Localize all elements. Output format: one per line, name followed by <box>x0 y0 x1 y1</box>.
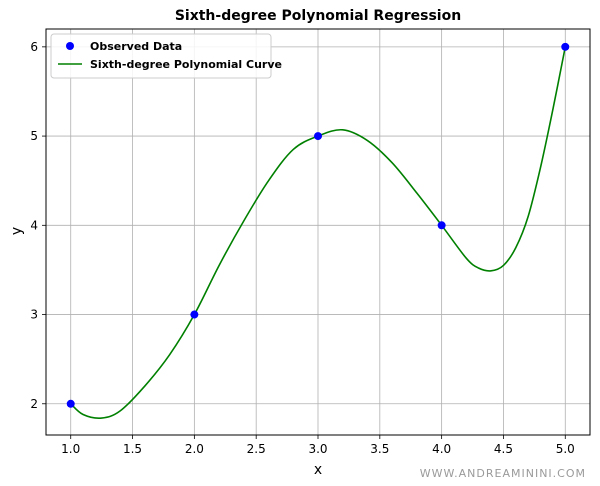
observed-data-point <box>190 311 198 319</box>
y-tick-label: 4 <box>30 218 38 232</box>
x-tick-label: 3.0 <box>308 442 327 456</box>
x-axis-label: x <box>314 462 322 478</box>
observed-data-point <box>314 132 322 140</box>
x-tick-label: 3.5 <box>370 442 389 456</box>
x-tick-label: 1.0 <box>61 442 80 456</box>
legend: Observed Data Sixth-degree Polynomial Cu… <box>51 34 282 78</box>
x-axis-ticks: 1.0 1.5 2.0 2.5 3.0 3.5 4.0 4.5 5.0 <box>61 435 575 456</box>
y-axis-ticks: 2 3 4 5 6 <box>30 40 46 411</box>
chart-title: Sixth-degree Polynomial Regression <box>175 8 461 24</box>
y-tick-label: 6 <box>30 40 38 54</box>
observed-data-point <box>67 400 75 408</box>
x-tick-label: 5.0 <box>556 442 575 456</box>
grid <box>46 29 590 435</box>
x-tick-label: 2.5 <box>247 442 266 456</box>
legend-label-curve: Sixth-degree Polynomial Curve <box>90 58 282 71</box>
legend-label-observed: Observed Data <box>90 40 182 53</box>
y-tick-label: 2 <box>30 397 38 411</box>
legend-marker-observed <box>66 42 74 50</box>
watermark: WWW.ANDREAMININI.COM <box>420 467 586 480</box>
y-tick-label: 5 <box>30 129 38 143</box>
y-axis-label: y <box>9 227 25 235</box>
x-tick-label: 4.0 <box>432 442 451 456</box>
x-tick-label: 2.0 <box>185 442 204 456</box>
x-tick-label: 1.5 <box>123 442 142 456</box>
y-tick-label: 3 <box>30 308 38 322</box>
observed-data-point <box>438 221 446 229</box>
x-tick-label: 4.5 <box>494 442 513 456</box>
observed-data-point <box>561 43 569 51</box>
